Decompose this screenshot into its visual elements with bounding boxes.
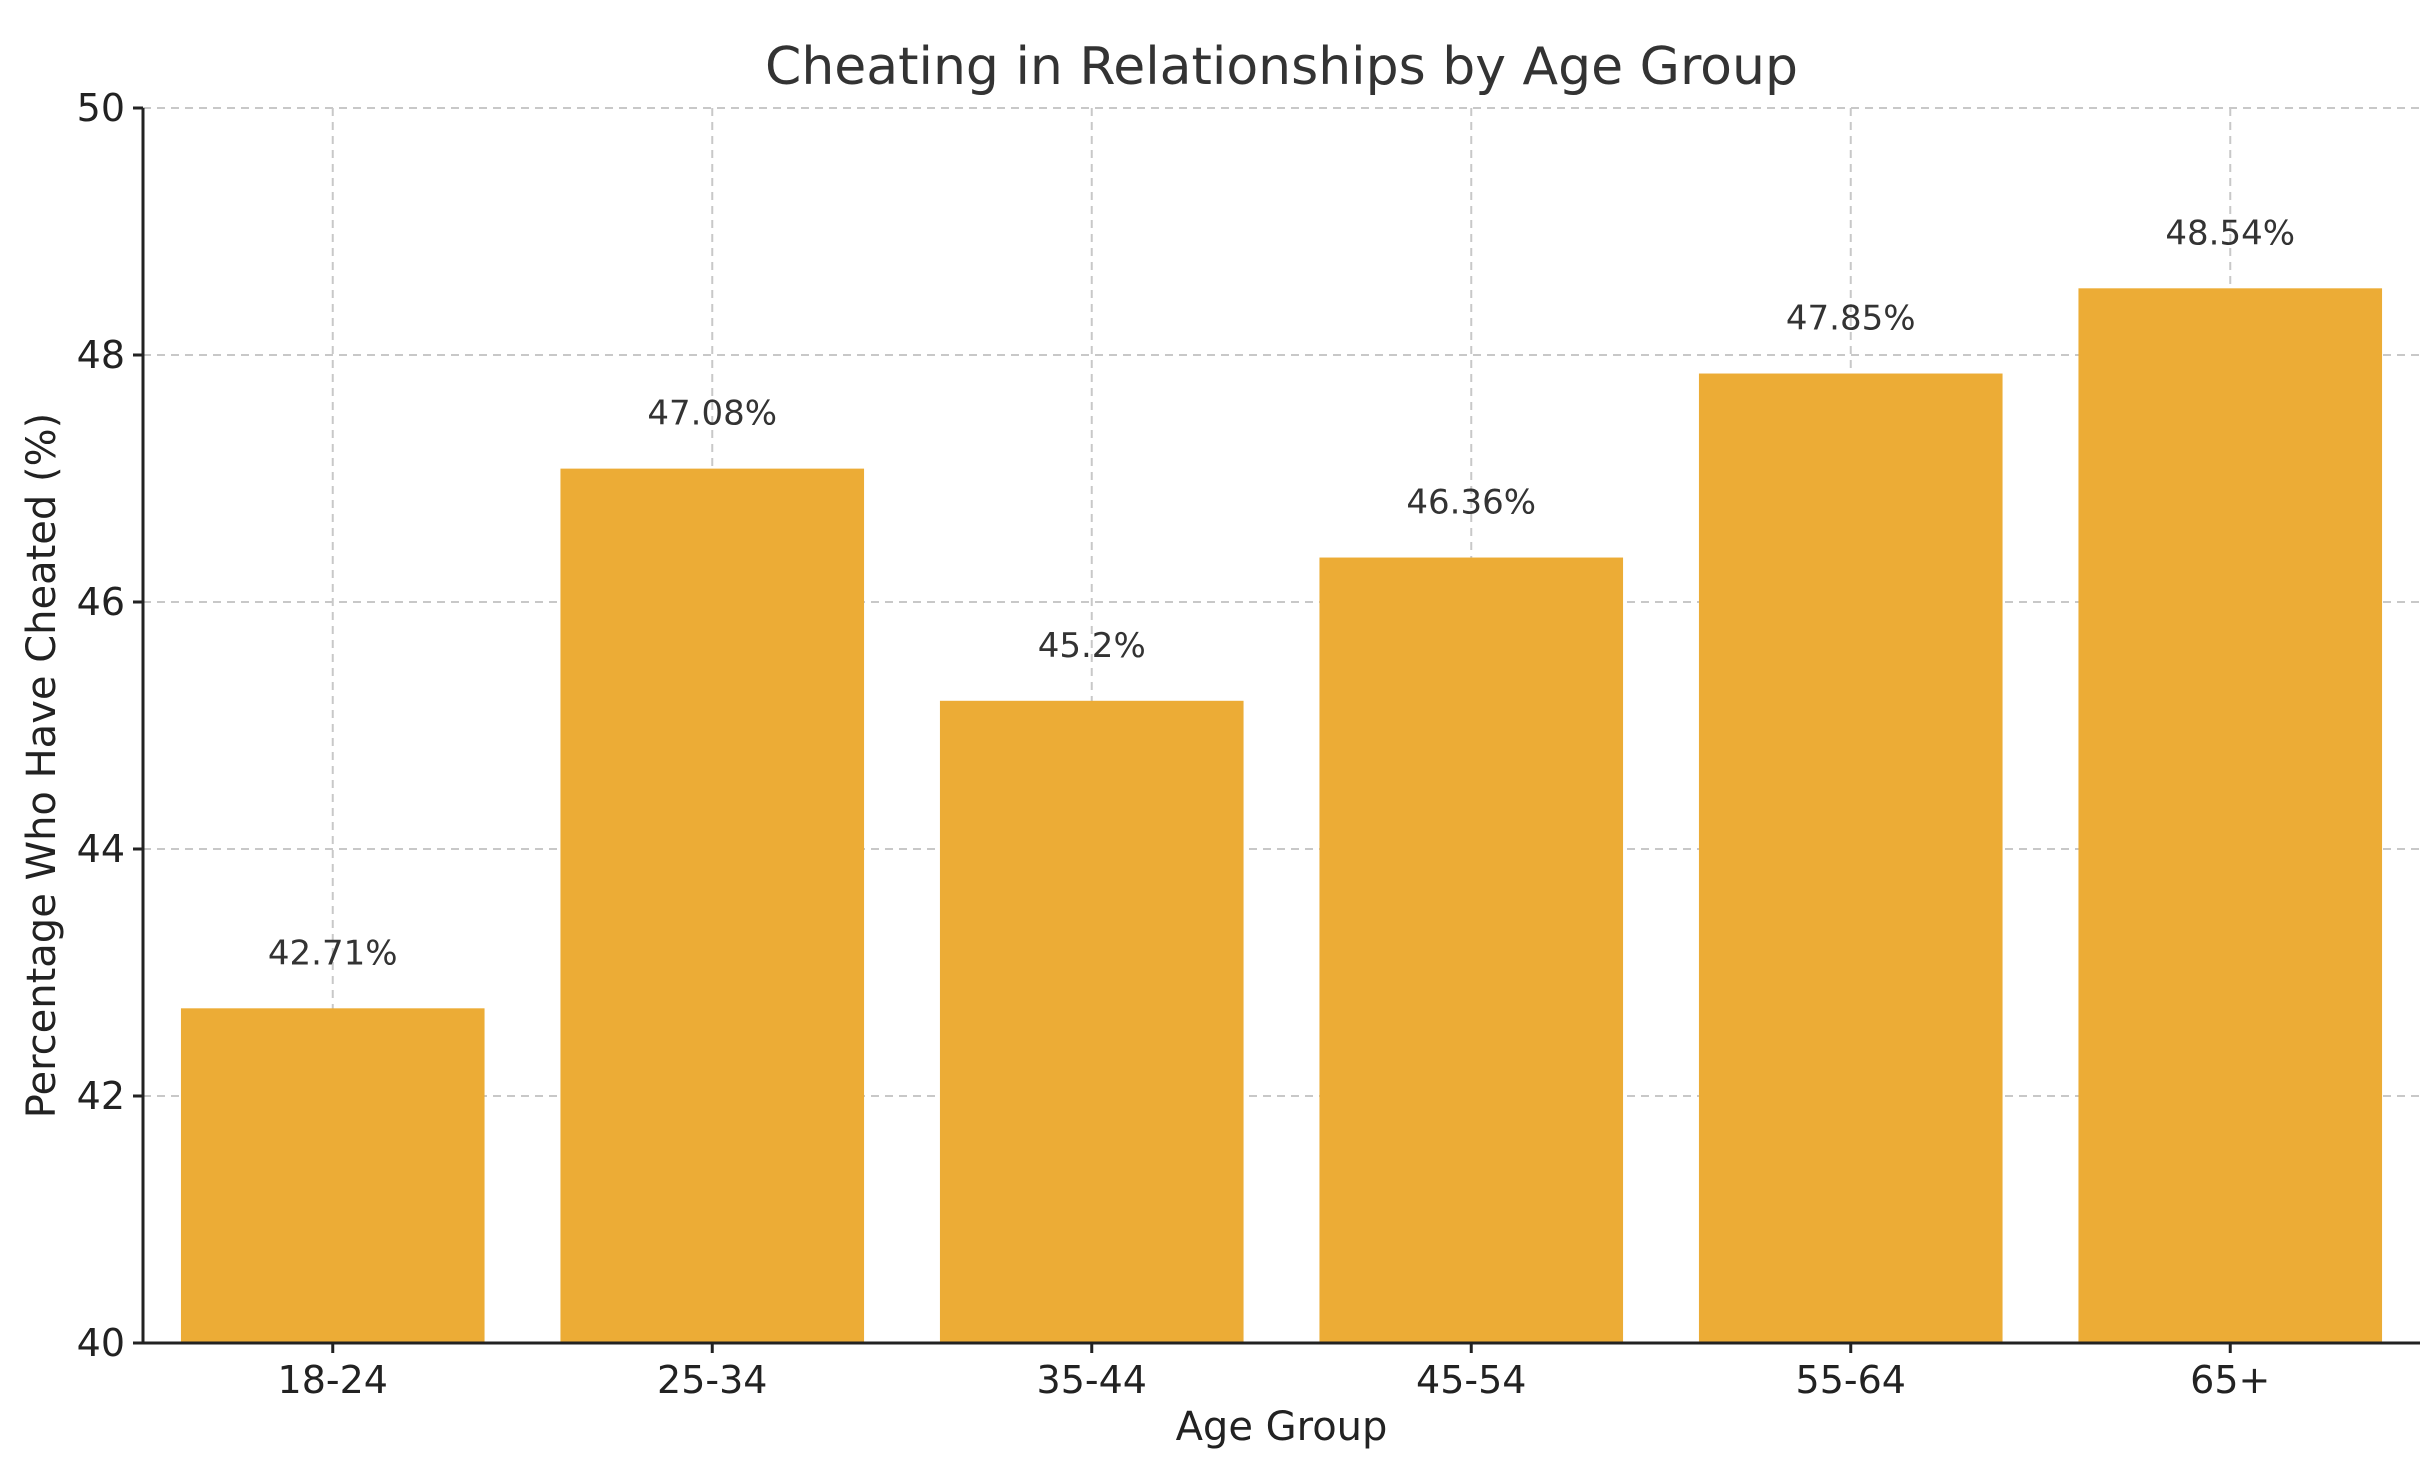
data-label: 47.08% [647, 394, 777, 434]
y-tick-label: 40 [77, 1321, 125, 1365]
y-tick-label: 46 [77, 580, 125, 624]
x-tick-label: 35-44 [1037, 1358, 1147, 1402]
data-labels: 42.71% 47.08% 45.2% 46.36% 47.85% 48.54% [268, 213, 2295, 973]
x-tick-label: 65+ [2190, 1358, 2270, 1402]
ticks: 40 42 44 46 48 50 18-24 25-34 35-44 45-54 55-64 65+ [77, 86, 2271, 1402]
y-axis-title: Percentage Who Have Cheated (%) [19, 413, 65, 1118]
x-tick-label: 45-54 [1416, 1358, 1526, 1402]
data-label: 42.71% [268, 933, 398, 973]
bar [1698, 373, 2003, 1343]
x-tick-label: 55-64 [1796, 1358, 1906, 1402]
x-tick-label: 25-34 [657, 1358, 767, 1402]
bar [1319, 557, 1624, 1343]
bars [180, 288, 2383, 1343]
data-label: 45.2% [1038, 626, 1146, 666]
bar [560, 468, 865, 1343]
y-tick-label: 48 [77, 333, 125, 377]
data-label: 46.36% [1406, 483, 1536, 523]
bar [2078, 288, 2383, 1343]
x-axis-title: Age Group [1176, 1404, 1388, 1450]
x-tick-label: 18-24 [278, 1358, 388, 1402]
y-tick-label: 42 [77, 1074, 125, 1118]
y-tick-label: 44 [77, 827, 125, 871]
data-label: 47.85% [1786, 299, 1916, 339]
chart-title: Cheating in Relationships by Age Group [765, 37, 1798, 97]
axes [141, 108, 2420, 1345]
bar [180, 1008, 485, 1343]
y-tick-label: 50 [77, 86, 125, 130]
data-label: 48.54% [2165, 213, 2295, 253]
bar [939, 700, 1244, 1343]
